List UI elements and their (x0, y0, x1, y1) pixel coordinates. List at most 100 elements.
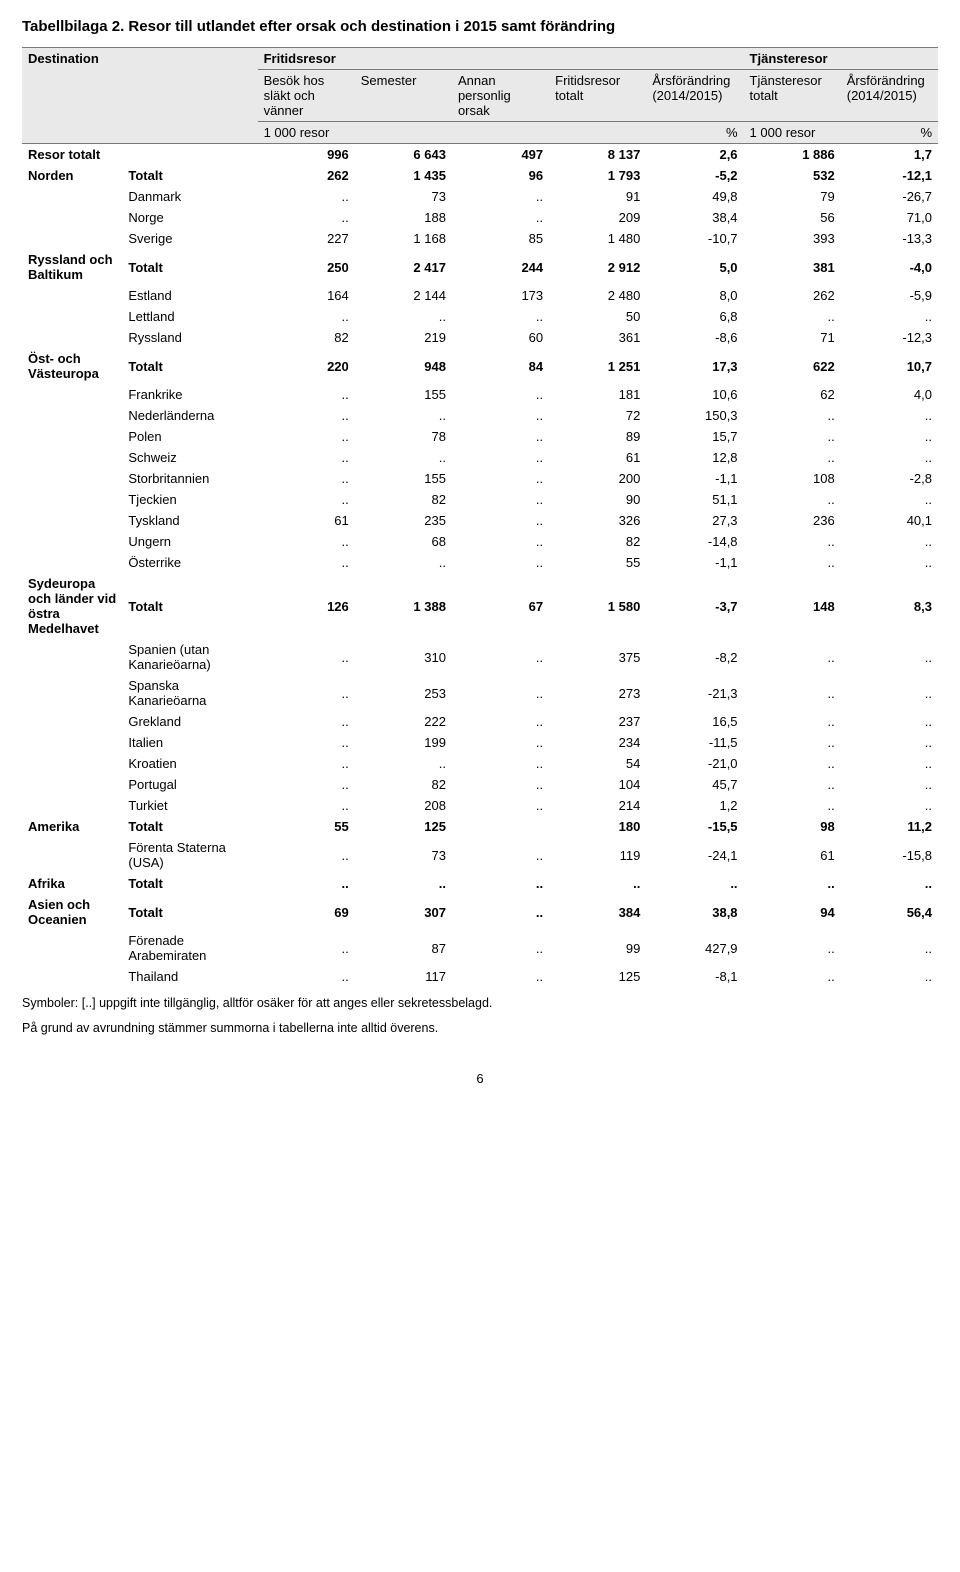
cell: 310 (355, 639, 452, 675)
cell: 209 (549, 207, 646, 228)
row-dest: Asien och Oceanien (22, 894, 122, 930)
cell: 72 (549, 405, 646, 426)
col-header-fritid-chg: Årsförändring (2014/2015) (646, 70, 743, 122)
col-header-tjanst-chg: Årsförändring (2014/2015) (841, 70, 938, 122)
table-row: Frankrike..155..18110,6624,0 (22, 384, 938, 405)
row-sub: Italien (122, 732, 257, 753)
cell: .. (258, 837, 355, 873)
row-dest (22, 930, 122, 966)
col-group-fritid: Fritidsresor (258, 48, 744, 70)
cell: 10,6 (646, 384, 743, 405)
row-sub: Spanska Kanarieöarna (122, 675, 257, 711)
cell: .. (841, 426, 938, 447)
cell: .. (452, 447, 549, 468)
cell (452, 816, 549, 837)
cell: 60 (452, 327, 549, 348)
cell: 219 (355, 327, 452, 348)
cell: 104 (549, 774, 646, 795)
row-dest (22, 228, 122, 249)
cell: .. (744, 489, 841, 510)
cell: .. (452, 966, 549, 987)
cell: 384 (549, 894, 646, 930)
cell: .. (258, 468, 355, 489)
cell: 108 (744, 468, 841, 489)
col-header-annan: Annan personlig orsak (452, 70, 549, 122)
cell: .. (452, 774, 549, 795)
row-dest (22, 186, 122, 207)
cell: 50 (549, 306, 646, 327)
page-title: Tabellbilaga 2. Resor till utlandet efte… (22, 18, 938, 35)
cell: .. (452, 531, 549, 552)
cell: 180 (549, 816, 646, 837)
cell: 90 (549, 489, 646, 510)
table-row: Förenade Arabemiraten..87..99427,9.... (22, 930, 938, 966)
row-dest (22, 426, 122, 447)
col-group-tjanst: Tjänsteresor (744, 48, 938, 70)
cell: 1 580 (549, 573, 646, 639)
cell: 82 (258, 327, 355, 348)
row-dest (22, 966, 122, 987)
table-row: Resor totalt9966 6434978 1372,61 8861,7 (22, 144, 938, 166)
cell: 49,8 (646, 186, 743, 207)
cell: 55 (549, 552, 646, 573)
cell: 208 (355, 795, 452, 816)
table-row: Sydeuropa och länder vid östra Medelhave… (22, 573, 938, 639)
cell: .. (258, 732, 355, 753)
cell: -3,7 (646, 573, 743, 639)
cell: .. (841, 930, 938, 966)
cell: 173 (452, 285, 549, 306)
cell: 393 (744, 228, 841, 249)
cell: .. (744, 306, 841, 327)
cell: .. (258, 711, 355, 732)
cell: .. (452, 873, 549, 894)
row-sub: Thailand (122, 966, 257, 987)
cell: .. (258, 873, 355, 894)
cell: .. (452, 207, 549, 228)
table-row: Tyskland61235..32627,323640,1 (22, 510, 938, 531)
cell: 38,4 (646, 207, 743, 228)
cell: .. (841, 966, 938, 987)
row-sub: Tjeckien (122, 489, 257, 510)
footnote-1: Symboler: [..] uppgift inte tillgänglig,… (22, 995, 938, 1012)
cell: .. (258, 384, 355, 405)
cell: 73 (355, 837, 452, 873)
row-dest (22, 837, 122, 873)
cell: .. (355, 552, 452, 573)
cell: .. (355, 306, 452, 327)
row-dest (22, 468, 122, 489)
cell: 27,3 (646, 510, 743, 531)
row-dest: Öst- och Västeuropa (22, 348, 122, 384)
row-sub: Frankrike (122, 384, 257, 405)
cell: .. (744, 711, 841, 732)
row-dest (22, 774, 122, 795)
cell: 155 (355, 384, 452, 405)
cell: 262 (258, 165, 355, 186)
cell: 622 (744, 348, 841, 384)
table-row: Estland1642 1441732 4808,0262-5,9 (22, 285, 938, 306)
table-row: Tjeckien..82..9051,1.... (22, 489, 938, 510)
row-dest: Afrika (22, 873, 122, 894)
row-sub: Ungern (122, 531, 257, 552)
row-sub: Tyskland (122, 510, 257, 531)
cell: 84 (452, 348, 549, 384)
cell: .. (355, 753, 452, 774)
cell: -15,8 (841, 837, 938, 873)
cell: .. (744, 930, 841, 966)
cell: 40,1 (841, 510, 938, 531)
cell: 6 643 (355, 144, 452, 166)
cell: 253 (355, 675, 452, 711)
row-sub: Totalt (122, 165, 257, 186)
col-header-besok: Besök hos släkt och vänner (258, 70, 355, 122)
cell: .. (258, 207, 355, 228)
cell: -2,8 (841, 468, 938, 489)
cell: -8,1 (646, 966, 743, 987)
cell: 56 (744, 207, 841, 228)
cell: 1 388 (355, 573, 452, 639)
cell: .. (744, 639, 841, 675)
cell: 497 (452, 144, 549, 166)
cell: 236 (744, 510, 841, 531)
table-row: AfrikaTotalt.............. (22, 873, 938, 894)
cell: 126 (258, 573, 355, 639)
row-sub: Totalt (122, 249, 257, 285)
cell: -8,2 (646, 639, 743, 675)
